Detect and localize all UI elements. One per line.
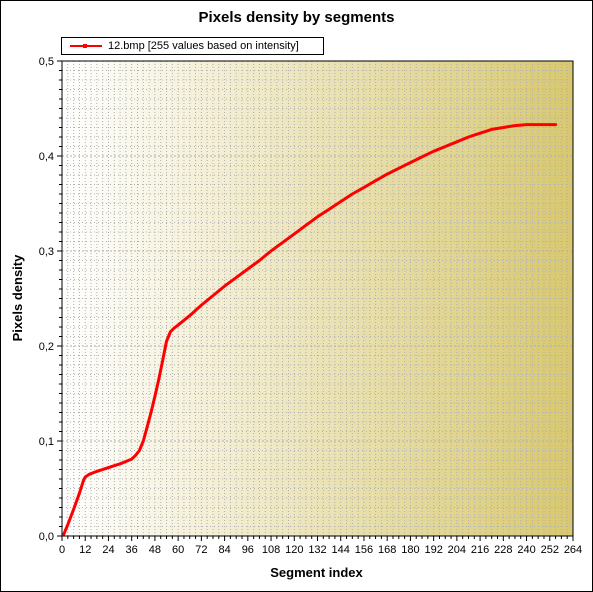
y-tick-label: 0,5 — [39, 56, 54, 68]
x-tick-label: 48 — [149, 544, 161, 556]
x-tick-label: 144 — [332, 544, 350, 556]
series-line — [62, 123, 558, 536]
plot-border — [61, 60, 574, 537]
x-tick-label: 72 — [195, 544, 207, 556]
y-tick-label: 0,4 — [39, 151, 54, 163]
legend-entry-label: 12.bmp [255 values based on intensity] — [108, 40, 299, 52]
x-tick-label: 216 — [471, 544, 489, 556]
y-tick-label: 0,1 — [39, 436, 54, 448]
x-tick-label: 168 — [378, 544, 396, 556]
x-tick-label: 192 — [424, 544, 442, 556]
x-tick-label: 24 — [102, 544, 114, 556]
y-tick-label: 0,2 — [39, 341, 54, 353]
x-tick-label: 12 — [79, 544, 91, 556]
x-tick-label: 0 — [59, 544, 65, 556]
x-tick-label: 252 — [541, 544, 559, 556]
x-tick-label: 156 — [355, 544, 373, 556]
x-tick-label: 108 — [262, 544, 280, 556]
x-tick-label: 96 — [242, 544, 254, 556]
x-tick-label: 120 — [285, 544, 303, 556]
legend: 12.bmp [255 values based on intensity] — [61, 37, 324, 55]
chart-title: Pixels density by segments — [198, 9, 395, 26]
x-tick-label: 60 — [172, 544, 184, 556]
x-tick-label: 264 — [564, 544, 582, 556]
x-tick-label: 228 — [494, 544, 512, 556]
y-axis-title: Pixels density — [10, 254, 25, 342]
y-tick-label: 0,0 — [39, 531, 54, 543]
x-tick-label: 204 — [448, 544, 466, 556]
legend-line-swatch — [70, 44, 102, 48]
x-tick-label: 132 — [308, 544, 326, 556]
x-tick-label: 180 — [401, 544, 419, 556]
series-layer — [62, 123, 558, 536]
x-tick-label: 84 — [218, 544, 230, 556]
x-axis-title: Segment index — [270, 565, 363, 580]
tick-labels: 0 12 24 36 48 60 72 84 96 108 120 132 144 156 168 180 19… — [39, 56, 582, 556]
x-tick-label: 240 — [517, 544, 535, 556]
x-tick-label: 36 — [126, 544, 138, 556]
y-tick-label: 0,3 — [39, 246, 54, 258]
